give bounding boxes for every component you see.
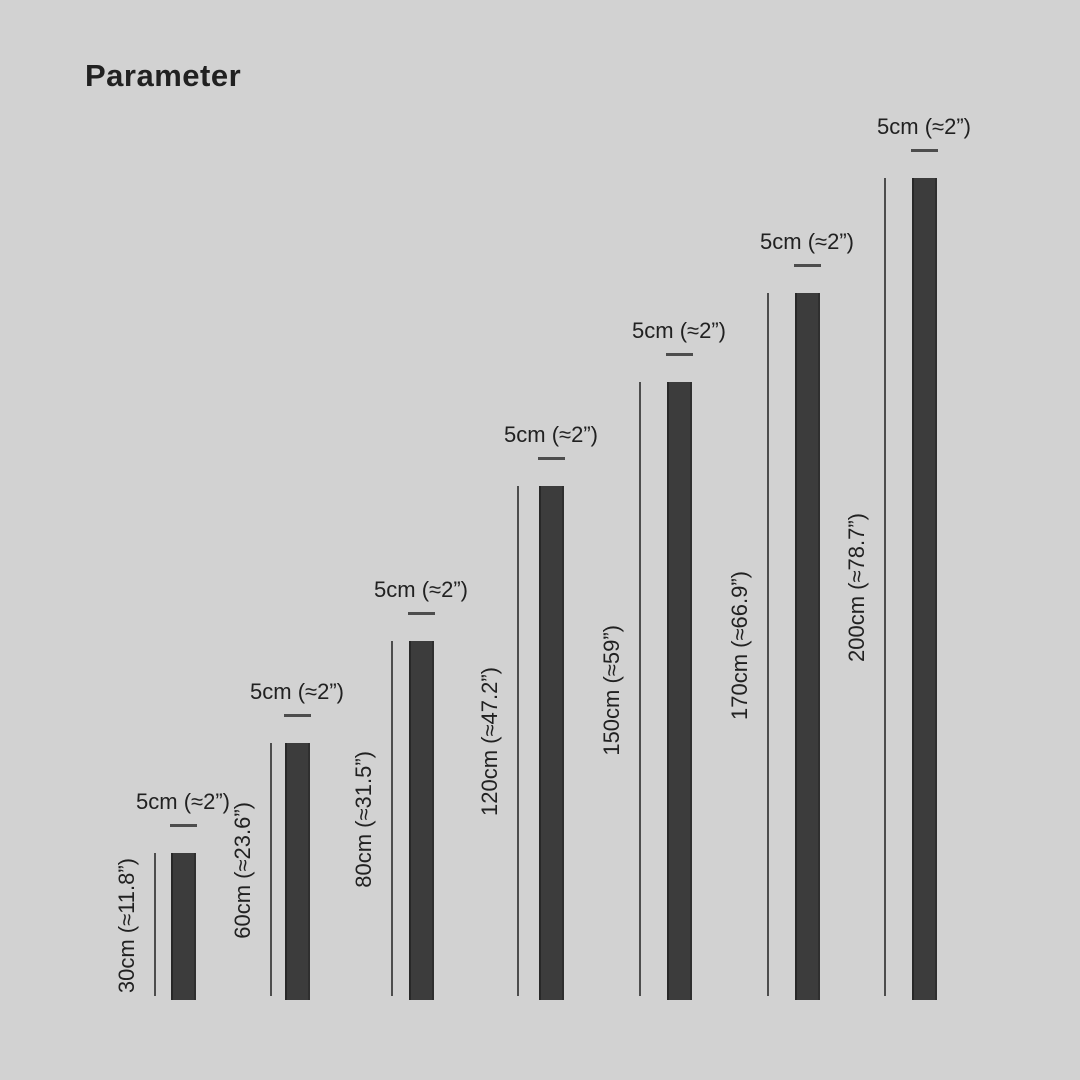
measure-line: [884, 178, 886, 996]
height-dimension-text: 30cm (≈11.8”): [114, 857, 139, 994]
width-dimension-text: 5cm (≈2”): [374, 577, 468, 602]
height-dimension-text: 80cm (≈31.5”): [351, 751, 376, 888]
width-tick-line: [407, 612, 435, 615]
width-dimension-label: 5cm (≈2”): [844, 114, 1004, 152]
width-dimension-text: 5cm (≈2”): [136, 789, 230, 814]
size-bar: [794, 293, 820, 1000]
size-bar: [170, 853, 196, 1000]
height-dimension-label: 200cm (≈78.7”): [838, 178, 876, 998]
size-bar: [666, 382, 692, 1000]
size-bar: [911, 178, 937, 1000]
measure-line: [270, 743, 272, 996]
measure-line: [639, 382, 641, 996]
measure-line: [517, 486, 519, 996]
width-tick-line: [910, 149, 938, 152]
height-dimension-text: 170cm (≈66.9”): [727, 570, 752, 720]
height-dimension-text: 150cm (≈59”): [599, 624, 624, 756]
height-dimension-label: 80cm (≈31.5”): [345, 641, 383, 998]
height-dimension-label: 170cm (≈66.9”): [721, 293, 759, 998]
width-dimension-text: 5cm (≈2”): [632, 318, 726, 343]
width-dimension-label: 5cm (≈2”): [341, 577, 501, 615]
width-dimension-label: 5cm (≈2”): [103, 789, 263, 827]
height-dimension-label: 60cm (≈23.6”): [224, 743, 262, 998]
measure-line: [391, 641, 393, 996]
height-dimension-label: 120cm (≈47.2”): [471, 486, 509, 998]
size-bar: [284, 743, 310, 1000]
width-tick-line: [283, 714, 311, 717]
width-dimension-label: 5cm (≈2”): [727, 229, 887, 267]
width-dimension-label: 5cm (≈2”): [217, 679, 377, 717]
height-dimension-label: 150cm (≈59”): [593, 382, 631, 998]
page-title: Parameter: [85, 58, 242, 93]
width-dimension-label: 5cm (≈2”): [471, 422, 631, 460]
width-dimension-label: 5cm (≈2”): [599, 318, 759, 356]
width-tick-line: [793, 264, 821, 267]
width-dimension-text: 5cm (≈2”): [250, 679, 344, 704]
width-tick-line: [537, 457, 565, 460]
height-dimension-text: 60cm (≈23.6”): [230, 802, 255, 939]
width-dimension-text: 5cm (≈2”): [504, 422, 598, 447]
height-dimension-text: 120cm (≈47.2”): [477, 667, 502, 817]
width-dimension-text: 5cm (≈2”): [760, 229, 854, 254]
width-tick-line: [169, 824, 197, 827]
width-dimension-text: 5cm (≈2”): [877, 114, 971, 139]
measure-line: [767, 293, 769, 996]
size-bar: [408, 641, 434, 1000]
measure-line: [154, 853, 156, 996]
width-tick-line: [665, 353, 693, 356]
height-dimension-text: 200cm (≈78.7”): [844, 513, 869, 663]
height-dimension-label: 30cm (≈11.8”): [108, 853, 146, 998]
size-bar: [538, 486, 564, 1000]
